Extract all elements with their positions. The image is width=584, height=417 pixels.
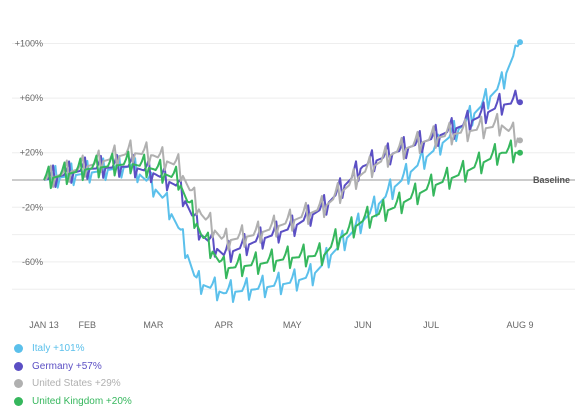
legend-label: Italy +101% <box>32 343 85 355</box>
x-tick-label: JAN 13 <box>29 320 59 330</box>
series-lines <box>43 39 523 303</box>
y-tick-label: -20% <box>22 202 43 212</box>
y-tick-label: -60% <box>22 257 43 267</box>
legend-label: United Kingdom +20% <box>32 395 132 407</box>
x-tick-label: JUN <box>354 320 372 330</box>
series-end-marker <box>517 149 523 156</box>
series-line <box>43 41 521 303</box>
legend-marker <box>14 361 23 371</box>
legend-marker <box>14 396 23 406</box>
legend-marker <box>14 344 23 354</box>
series-line <box>43 112 521 252</box>
series-line <box>43 139 520 280</box>
x-tick-label: APR <box>215 320 234 330</box>
y-axis-ticks: +100% +60% +20% -20% -60% <box>15 39 43 267</box>
legend-item: United Kingdom +20% <box>14 393 132 411</box>
series-end-marker <box>517 39 523 46</box>
legend-item: United States +29% <box>14 375 132 393</box>
series-line <box>43 89 521 263</box>
y-tick-label: +100% <box>15 39 43 49</box>
legend-label: United States +29% <box>32 378 121 390</box>
series-end-marker <box>517 137 523 144</box>
gridlines <box>12 43 575 290</box>
x-tick-label: FEB <box>79 320 97 330</box>
legend-item: Italy +101% <box>14 340 132 358</box>
x-tick-label: MAR <box>143 320 164 330</box>
x-axis-ticks: JAN 13 FEB MAR APR MAY JUN JUL AUG 9 <box>29 320 533 330</box>
x-tick-label: JUL <box>423 320 439 330</box>
baseline-label: Baseline <box>533 175 570 185</box>
legend-label: Germany +57% <box>32 360 102 372</box>
legend-item: Germany +57% <box>14 358 132 376</box>
y-tick-label: +60% <box>20 93 43 103</box>
line-chart: +100% +60% +20% -20% -60% Baseline JAN 13 FEB… <box>12 39 575 330</box>
x-tick-label: AUG 9 <box>506 320 533 330</box>
series-end-marker <box>517 99 523 106</box>
x-tick-label: MAY <box>283 320 302 330</box>
y-tick-label: +20% <box>20 148 43 158</box>
legend-marker <box>14 379 23 389</box>
legend: Italy +101% Germany +57% United States +29… <box>14 340 132 410</box>
